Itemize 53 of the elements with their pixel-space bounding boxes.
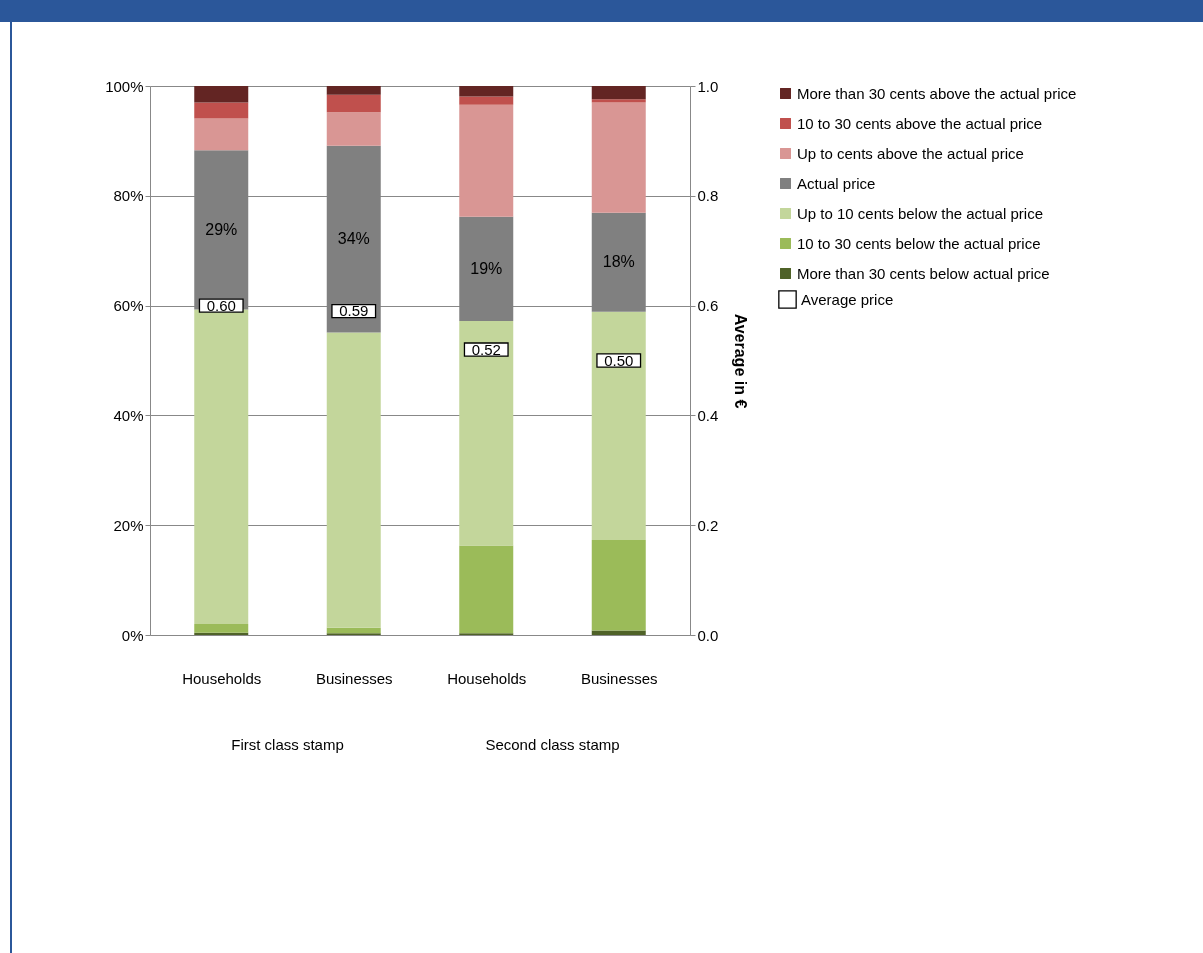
bar — [194, 118, 249, 151]
bar — [194, 86, 249, 103]
bar — [326, 86, 381, 95]
bar — [194, 309, 249, 625]
legend-label: Up to 10 cents below the actual price — [797, 204, 1043, 222]
legend-label: More than 30 cents below actual price — [797, 264, 1050, 282]
legend-label: 10 to 30 cents above the actual price — [797, 114, 1043, 132]
y2-tick-label: 0.6 — [697, 297, 719, 315]
legend-label: Average price — [801, 290, 894, 308]
text: First class stamp — [231, 736, 344, 753]
legend-label: Up to cents above the actual price — [797, 144, 1024, 162]
bar — [591, 102, 646, 213]
bar — [459, 320, 514, 546]
bar — [194, 624, 249, 633]
bar — [194, 102, 249, 119]
bar — [326, 112, 381, 146]
x-tick-label: Households — [182, 669, 262, 687]
bar — [591, 630, 646, 635]
data-label: 34% — [337, 230, 370, 248]
data-label: 29% — [205, 220, 238, 238]
data-label: 18% — [602, 253, 635, 271]
y-tick-label: 20% — [113, 516, 144, 534]
bar — [326, 627, 381, 634]
bar — [591, 311, 646, 541]
bar — [591, 86, 646, 100]
bar — [459, 104, 514, 217]
y2-tick-label: 0.8 — [697, 187, 719, 205]
x-tick-label: Businesses — [315, 669, 393, 687]
y-tick-label: 40% — [113, 406, 144, 424]
legend-label: Actual price — [797, 174, 876, 192]
legend-label: More than 30 cents above the actual price — [797, 84, 1077, 102]
y-tick-label: 0% — [121, 626, 144, 644]
bar — [326, 332, 381, 628]
bar — [459, 96, 514, 105]
bar — [459, 545, 514, 634]
bar — [459, 86, 514, 97]
bar — [194, 632, 249, 635]
text: Second class stamp — [485, 736, 620, 753]
y2-axis-title: Average in € — [732, 313, 750, 409]
legend-label: 10 to 30 cents below the actual price — [797, 234, 1041, 252]
y2-tick-label: 1.0 — [697, 77, 719, 95]
y2-tick-label: 0.2 — [697, 516, 719, 534]
y2-tick-label: 0.4 — [697, 406, 719, 424]
y2-tick-label: 0.0 — [697, 626, 719, 644]
y-tick-label: 100% — [105, 77, 144, 95]
bar — [591, 540, 646, 631]
bar — [326, 94, 381, 113]
y-tick-label: 60% — [113, 297, 144, 315]
y-tick-label: 80% — [113, 187, 144, 205]
bar — [591, 99, 646, 103]
data-label: 19% — [470, 259, 503, 277]
x-tick-label: Households — [447, 669, 527, 687]
x-tick-label: Businesses — [580, 669, 658, 687]
